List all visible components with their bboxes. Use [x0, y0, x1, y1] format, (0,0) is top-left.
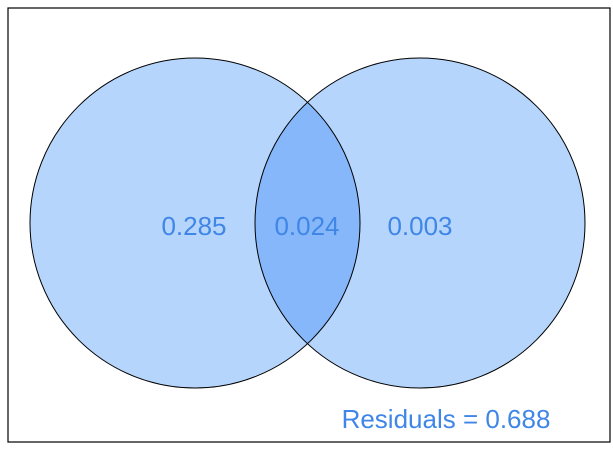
left-circle-outline — [29, 57, 361, 389]
right-circle-outline — [254, 57, 586, 389]
left-only-value: 0.285 — [161, 211, 226, 241]
right-only-value: 0.003 — [387, 211, 452, 241]
residuals-label: Residuals = 0.688 — [342, 404, 551, 434]
intersection-value: 0.024 — [274, 211, 339, 241]
